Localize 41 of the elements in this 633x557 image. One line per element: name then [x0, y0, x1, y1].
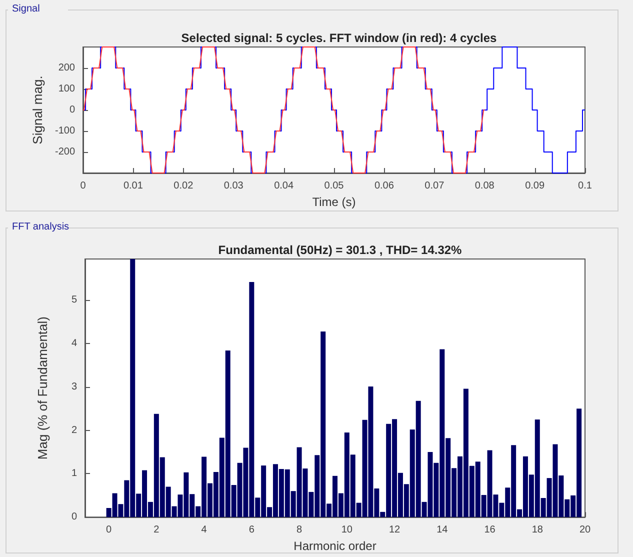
x-tick-label: 0.08	[474, 180, 495, 192]
y-tick-label: -200	[54, 146, 76, 158]
x-tick-label: 0	[106, 524, 112, 536]
y-tick-label: 1	[71, 468, 78, 480]
x-tick-label: 0.1	[578, 180, 592, 192]
x-axis-title: Time (s)	[312, 194, 356, 209]
x-tick-label: 0.09	[525, 180, 545, 192]
y-tick-label: 0	[71, 512, 78, 523]
y-tick-label: 3	[71, 381, 78, 392]
x-tick-label: 0.07	[424, 180, 445, 192]
x-tick-label: 0	[80, 180, 86, 192]
y-tick-label: 2	[71, 424, 78, 436]
x-tick-label: 0.06	[374, 180, 394, 192]
x-tick-label: 8	[296, 524, 303, 536]
x-tick-label: 0.04	[274, 180, 294, 192]
x-tick-label: 6	[248, 524, 255, 536]
y-tick-label: 5	[71, 294, 78, 306]
y-axis-title: Signal mag.	[30, 76, 46, 144]
x-tick-label: 4	[201, 524, 208, 536]
x-tick-label: 2	[154, 524, 160, 536]
x-tick-label: 18	[532, 524, 544, 536]
y-tick-label: 100	[58, 84, 76, 94]
text: FFT analysis	[12, 222, 70, 232]
x-tick-label: 12	[388, 524, 401, 536]
x-tick-label: 0.05	[324, 180, 344, 192]
x-tick-label: 0.01	[123, 180, 144, 192]
chart-title: Selected signal: 5 cycles. FFT window (in red): 4 cycles	[181, 31, 498, 45]
x-tick-label: 0.02	[174, 180, 194, 192]
chart-title: Fundamental (50Hz) = 301.3 , THD= 14.32%	[218, 243, 462, 257]
text: Signal	[12, 4, 40, 14]
x-tick-label: 16	[484, 524, 496, 536]
x-tick-label: 10	[341, 524, 353, 536]
y-tick-label: 200	[58, 62, 76, 74]
x-tick-label: 0.03	[224, 180, 244, 192]
x-axis-title: Harmonic order	[294, 539, 376, 553]
y-tick-label: 4	[71, 338, 78, 350]
x-tick-label: 20	[579, 524, 591, 536]
x-tick-label: 14	[436, 524, 448, 536]
y-axis-title: Mag (% of Fundamental)	[35, 316, 50, 460]
y-tick-label: 0	[69, 104, 76, 116]
y-tick-label: -100	[54, 126, 76, 136]
